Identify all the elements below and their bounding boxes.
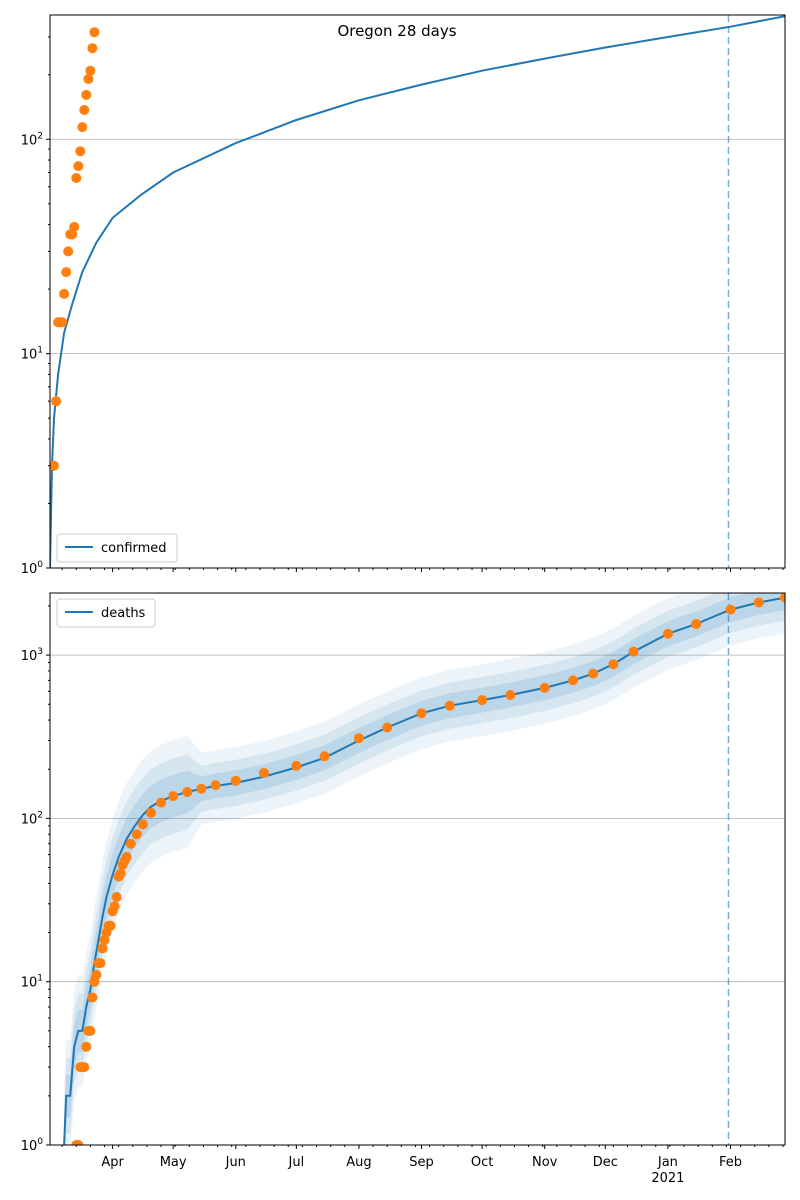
y-tick-label: 103 (21, 647, 43, 664)
observed-point (51, 396, 62, 407)
observed-point (230, 775, 241, 786)
observed-point (85, 65, 96, 76)
observed-point (81, 1041, 92, 1052)
y-tick-label: 102 (21, 131, 43, 148)
observed-point (79, 1062, 90, 1073)
observed-point (196, 783, 207, 794)
observed-point (608, 659, 619, 670)
observed-point (416, 708, 427, 719)
observed-point (753, 597, 764, 608)
observed-point (75, 146, 86, 157)
observed-point (353, 733, 364, 744)
observed-point (182, 787, 193, 797)
observed-point (73, 1140, 84, 1145)
chart-title: Oregon 28 days (337, 22, 456, 40)
observed-point (67, 229, 78, 240)
x-tick-label: May (160, 1155, 187, 1170)
y-tick-label: 100 (21, 1137, 44, 1154)
observed-point (291, 760, 302, 771)
observed-point (505, 690, 516, 700)
observed-point (81, 89, 92, 100)
x-tick-label: Oct (471, 1155, 493, 1170)
legend-confirmed: confirmed (56, 533, 178, 563)
observed-point (628, 646, 639, 657)
uncertainty-band (64, 593, 785, 1145)
observed-point (588, 668, 599, 679)
observed-point (57, 317, 68, 328)
observed-point (780, 593, 785, 603)
observed-point (568, 675, 578, 686)
observed-point (115, 868, 126, 879)
legend-confirmed-label: confirmed (101, 541, 167, 556)
x-tick-label: Feb (719, 1155, 742, 1170)
observed-point (125, 838, 136, 849)
y-tick-label: 100 (21, 560, 44, 577)
observed-point (259, 767, 269, 778)
y-tick-label: 101 (21, 974, 43, 991)
observed-point (87, 992, 98, 1003)
uncertainty-band (64, 593, 785, 1145)
observed-point (691, 619, 702, 629)
observed-point (319, 751, 330, 762)
x-tick-label: Jan (657, 1155, 678, 1170)
observed-point (50, 460, 59, 471)
observed-point (71, 173, 82, 183)
legend-deaths-label: deaths (101, 606, 146, 621)
observed-point (168, 791, 179, 802)
legend-deaths: deaths (56, 598, 156, 628)
observed-point (73, 161, 84, 172)
observed-point (662, 628, 673, 639)
x-tick-label: Dec (593, 1155, 618, 1170)
uncertainty-band (64, 593, 785, 1145)
observed-point (382, 722, 393, 733)
series-line-confirmed (50, 15, 785, 568)
observed-point (725, 604, 736, 615)
observed-point (59, 288, 70, 299)
observed-point (61, 267, 72, 278)
observed-point (444, 700, 455, 711)
observed-point (539, 682, 550, 693)
observed-point (63, 246, 74, 257)
x-tick-label: Apr (101, 1155, 124, 1170)
observed-point (79, 105, 90, 115)
observed-point (91, 969, 102, 980)
observed-point (99, 935, 110, 945)
y-tick-label: 101 (21, 346, 43, 363)
observed-point (121, 852, 132, 862)
observed-point (77, 122, 88, 133)
observed-point (69, 221, 80, 232)
observed-point (89, 27, 100, 38)
x-tick-label: Jun (225, 1155, 246, 1170)
observed-point (156, 797, 167, 808)
observed-point (97, 943, 108, 954)
observed-point (105, 920, 116, 931)
deaths-panel: 100 101 102 103 Apr May Jun Jul Aug Sep Oct Nov Dec… (21, 592, 786, 1186)
confirmed-panel: 100 101 102 Oregon 28 days confirmed (21, 14, 786, 577)
x-tick-label: Aug (346, 1155, 371, 1170)
observed-point (83, 74, 94, 84)
observed-point (210, 780, 221, 791)
observed-point (85, 1025, 96, 1036)
x-tick-label: Jul (288, 1155, 305, 1170)
x-tick-label: Sep (409, 1155, 434, 1170)
y-tick-label: 102 (21, 810, 43, 827)
observed-point (109, 901, 120, 912)
x-year-label: 2021 (651, 1171, 684, 1186)
observed-point (87, 43, 98, 54)
observed-point (477, 695, 488, 706)
observed-point (146, 807, 156, 818)
x-tick-label: Nov (532, 1155, 558, 1170)
observed-point (137, 819, 148, 830)
observed-point (111, 892, 122, 902)
observed-point (95, 958, 106, 969)
observed-point (131, 829, 142, 840)
